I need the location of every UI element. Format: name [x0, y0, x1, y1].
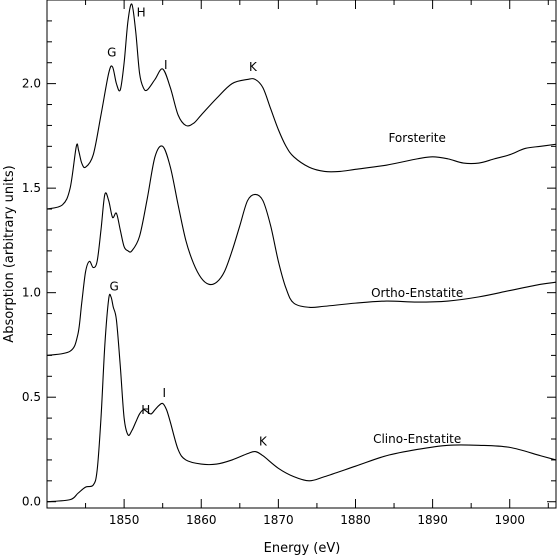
x-tick-label: 1860: [186, 513, 217, 527]
clino-enstatite-label: Clino-Enstatite: [373, 432, 461, 446]
x-axis-title: Energy (eV): [264, 541, 341, 556]
peak-label-h: H: [137, 6, 146, 20]
peak-label-g: G: [109, 280, 118, 294]
curve-labels: Forsterite Ortho-Enstatite Clino-Enstatite…: [107, 6, 463, 449]
forsterite-curve: [46, 3, 557, 210]
ortho-enstatite-label: Ortho-Enstatite: [371, 286, 463, 300]
plot-frame: [46, 0, 557, 509]
peak-label-h: H: [141, 403, 150, 417]
spectra-curves: [46, 3, 557, 503]
axis-ticks: 1850 1860 1870 1880 1890 1900 0.0 0.5 1.0 1.5 2.0: [22, 0, 556, 527]
peak-label-k: K: [249, 60, 258, 74]
forsterite-label: Forsterite: [388, 131, 445, 145]
y-tick-label: 1.0: [22, 286, 41, 300]
y-tick-label: 0.0: [22, 495, 41, 509]
y-tick-label: 1.5: [22, 181, 41, 195]
x-tick-label: 1850: [109, 513, 140, 527]
peak-label-k: K: [259, 434, 268, 448]
clino-enstatite-curve: [46, 293, 557, 503]
x-tick-label: 1890: [417, 513, 448, 527]
y-tick-label: 0.5: [22, 390, 41, 404]
peak-label-i: I: [164, 58, 168, 72]
x-tick-label: 1870: [263, 513, 294, 527]
ortho-enstatite-curve: [46, 145, 557, 356]
y-tick-label: 2.0: [22, 77, 41, 91]
y-axis-title: Absorption (arbitrary units): [2, 165, 17, 342]
x-tick-label: 1880: [340, 513, 371, 527]
x-tick-label: 1900: [494, 513, 525, 527]
peak-label-g: G: [107, 45, 116, 59]
peak-label-i: I: [162, 386, 166, 400]
